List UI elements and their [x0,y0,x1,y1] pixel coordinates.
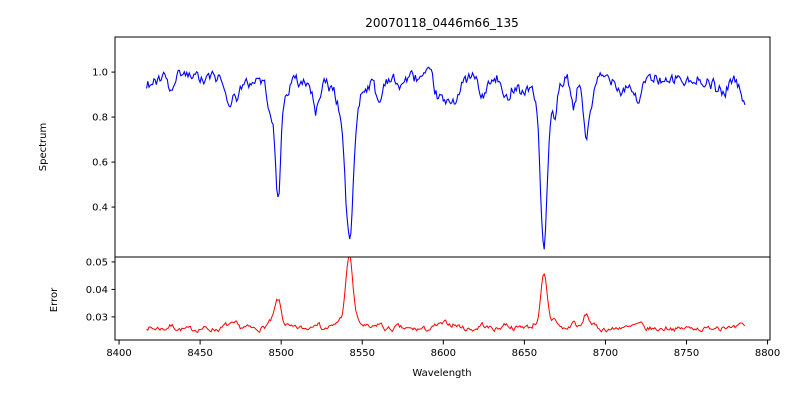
x-tick-label: 8700 [593,348,618,359]
y-axis-label-spectrum: Spectrum [38,123,49,171]
x-tick-label: 8500 [268,348,293,359]
spectrum-line [146,66,746,250]
x-tick-label: 8600 [431,348,456,359]
x-tick-label: 8800 [755,348,780,359]
y-tick-label: 0.8 [92,113,108,124]
y-tick-label: 0.03 [86,312,108,323]
chart-title: 20070118_0446m66_135 [365,16,518,30]
y-tick-label: 1.0 [92,68,108,79]
y-tick-label: 0.4 [92,203,108,214]
y-tick-label: 0.04 [86,285,108,296]
top-axes-spines [114,36,771,258]
error-line [146,257,746,333]
y-tick-label: 0.05 [86,257,108,268]
ticks-layer: 8400 8450 8500 8550 8600 8650 8700 8750 8800 0.4 0… [86,68,781,359]
y-tick-label: 0.6 [92,158,108,169]
x-tick-label: 8550 [350,348,375,359]
bottom-axes-spines [114,256,771,341]
y-axis-label-error: Error [49,287,60,312]
x-tick-label: 8650 [512,348,537,359]
x-axis-label: Wavelength [412,368,471,379]
x-tick-label: 8400 [106,348,131,359]
x-tick-label: 8750 [674,348,699,359]
x-tick-label: 8450 [187,348,212,359]
